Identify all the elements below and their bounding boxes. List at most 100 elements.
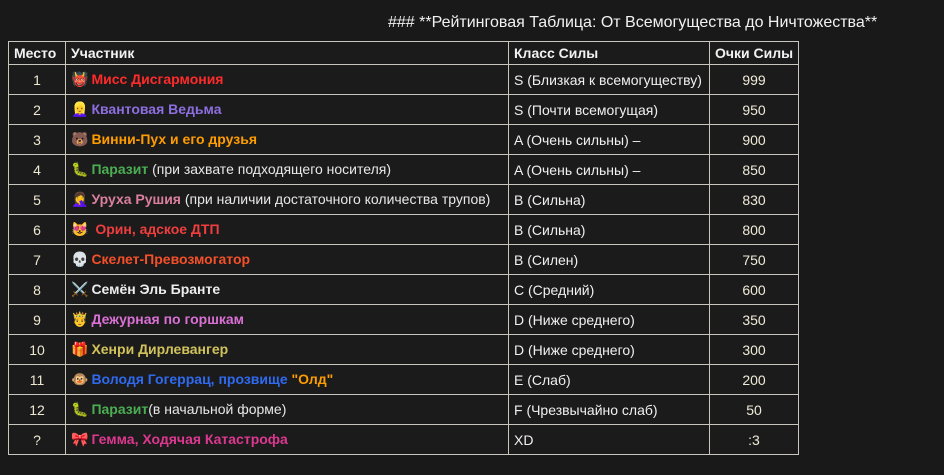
points-cell: :3 bbox=[709, 424, 799, 455]
table-row: 9 🤴 Дежурная по горшкам D (Ниже среднего)… bbox=[8, 304, 799, 335]
participant-name-segment: Паразит bbox=[91, 401, 149, 417]
class-cell: A (Очень сильны) – bbox=[508, 124, 710, 155]
header-place: Место bbox=[8, 41, 66, 65]
class-cell: D (Ниже среднего) bbox=[508, 334, 710, 365]
participant-name-segment: Дежурная по горшкам bbox=[91, 311, 245, 327]
gift-emoji: 🎁 bbox=[71, 341, 89, 357]
participant-cell: 🐛 Паразит(в начальной форме) bbox=[65, 394, 509, 425]
points-cell: 800 bbox=[709, 214, 799, 245]
table-row: 4 🐛 Паразит (при захвате подходящего носи… bbox=[8, 154, 799, 185]
class-cell: C (Средний) bbox=[508, 274, 710, 305]
points-cell: 50 bbox=[709, 394, 799, 425]
points-cell: 850 bbox=[709, 154, 799, 185]
table-row: 7 💀 Скелет-Превозмогатор B (Силен) 750 bbox=[8, 244, 799, 275]
bear-emoji: 🐻 bbox=[71, 131, 89, 147]
participant-name-segment: Паразит bbox=[91, 161, 149, 177]
points-cell: 830 bbox=[709, 184, 799, 215]
class-cell: S (Почти всемогущая) bbox=[508, 94, 710, 125]
class-cell: B (Сильна) bbox=[508, 214, 710, 245]
participant-cell: 👹 Мисс Дисгармония bbox=[65, 64, 509, 95]
participant-name-segment: Володя Гогеррац, прозвище bbox=[91, 371, 292, 387]
place-cell: 7 bbox=[8, 244, 66, 275]
page-title: ### **Рейтинговая Таблица: От Всемогущес… bbox=[388, 14, 878, 31]
class-cell: D (Ниже среднего) bbox=[508, 304, 710, 335]
participant-cell: 😻 Орин, адское ДТП bbox=[65, 214, 509, 245]
participant-cell: 🎁 Хенри Дирлевангер bbox=[65, 334, 509, 365]
place-cell: 4 bbox=[8, 154, 66, 185]
header-power-points: Очки Силы bbox=[709, 41, 799, 65]
woman-facepalming-emoji: 🤦‍♀️ bbox=[71, 191, 89, 207]
header-participant: Участник bbox=[65, 41, 509, 65]
table-row: 8 ⚔️ Семён Эль Бранте C (Средний) 600 bbox=[8, 274, 799, 305]
place-cell: 1 bbox=[8, 64, 66, 95]
participant-name-segment: Мисс Дисгармония bbox=[91, 71, 224, 87]
participant-name-segment: Гемма, Ходячая Катастрофа bbox=[91, 431, 288, 447]
participant-name-segment: "Олд" bbox=[291, 371, 334, 387]
caterpillar-emoji: 🐛 bbox=[71, 161, 89, 177]
participant-name-segment: (в начальной форме) bbox=[148, 401, 287, 417]
participant-name-segment: Винни-Пух и его друзья bbox=[91, 131, 257, 147]
participant-name-segment: (при захвате подходящего носителя) bbox=[148, 161, 391, 177]
points-cell: 600 bbox=[709, 274, 799, 305]
header-power-class: Класс Силы bbox=[508, 41, 710, 65]
participant-name-segment: Скелет-Превозмогатор bbox=[91, 251, 251, 267]
participant-cell: 💀 Скелет-Превозмогатор bbox=[65, 244, 509, 275]
table-header-row: Место Участник Класс Силы Очки Силы bbox=[8, 41, 799, 65]
table-row: 10 🎁 Хенри Дирлевангер D (Ниже среднего) … bbox=[8, 334, 799, 365]
blond-woman-emoji: 👱‍♀️ bbox=[71, 101, 89, 117]
place-cell: 11 bbox=[8, 364, 66, 395]
place-cell: 9 bbox=[8, 304, 66, 335]
ogre-emoji: 👹 bbox=[71, 71, 89, 87]
participant-name-segment: Уруха Рушия bbox=[91, 191, 181, 207]
participant-name-segment: Квантовая Ведьма bbox=[91, 101, 222, 117]
points-cell: 300 bbox=[709, 334, 799, 365]
class-cell: B (Сильна) bbox=[508, 184, 710, 215]
table-row: 12 🐛 Паразит(в начальной форме) F (Чрезвы… bbox=[8, 394, 799, 425]
points-cell: 999 bbox=[709, 64, 799, 95]
heart-eyes-cat-emoji: 😻 bbox=[71, 221, 89, 237]
participant-name-segment: Хенри Дирлевангер bbox=[91, 341, 229, 357]
crossed-swords-emoji: ⚔️ bbox=[71, 281, 89, 297]
place-cell: 5 bbox=[8, 184, 66, 215]
table-row: ? 🎀 Гемма, Ходячая Катастрофа XD :3 bbox=[8, 424, 799, 455]
class-cell: B (Силен) bbox=[508, 244, 710, 275]
participant-name-segment: Семён Эль Бранте bbox=[91, 281, 221, 297]
participant-cell: 🐛 Паразит (при захвате подходящего носите… bbox=[65, 154, 509, 185]
place-cell: ? bbox=[8, 424, 66, 455]
table-row: 2 👱‍♀️ Квантовая Ведьма S (Почти всемогущ… bbox=[8, 94, 799, 125]
place-cell: 10 bbox=[8, 334, 66, 365]
royal-crown-person-emoji: 🤴 bbox=[71, 311, 89, 327]
table-row: 3 🐻 Винни-Пух и его друзья A (Очень сильн… bbox=[8, 124, 799, 155]
place-cell: 3 bbox=[8, 124, 66, 155]
participant-name-segment: Орин, адское ДТП bbox=[91, 221, 220, 237]
points-cell: 950 bbox=[709, 94, 799, 125]
points-cell: 350 bbox=[709, 304, 799, 335]
caterpillar-emoji: 🐛 bbox=[71, 401, 89, 417]
class-cell: S (Близкая к всемогуществу) bbox=[508, 64, 710, 95]
place-cell: 8 bbox=[8, 274, 66, 305]
table-body: 1 👹 Мисс Дисгармония S (Близкая к всемогу… bbox=[8, 64, 799, 455]
points-cell: 200 bbox=[709, 364, 799, 395]
place-cell: 12 bbox=[8, 394, 66, 425]
table-row: 11 🐵 Володя Гогеррац, прозвище "Олд" E (С… bbox=[8, 364, 799, 395]
table-row: 5 🤦‍♀️ Уруха Рушия (при наличии достаточн… bbox=[8, 184, 799, 215]
participant-cell: 🐵 Володя Гогеррац, прозвище "Олд" bbox=[65, 364, 509, 395]
class-cell: A (Очень сильны) – bbox=[508, 154, 710, 185]
participant-cell: 🤴 Дежурная по горшкам bbox=[65, 304, 509, 335]
place-cell: 6 bbox=[8, 214, 66, 245]
points-cell: 900 bbox=[709, 124, 799, 155]
monkey-face-emoji: 🐵 bbox=[71, 371, 89, 387]
table-row: 1 👹 Мисс Дисгармония S (Близкая к всемогу… bbox=[8, 64, 799, 95]
class-cell: E (Слаб) bbox=[508, 364, 710, 395]
participant-name-segment: (при наличии достаточного количества тру… bbox=[180, 191, 491, 207]
participant-cell: 🐻 Винни-Пух и его друзья bbox=[65, 124, 509, 155]
participant-cell: ⚔️ Семён Эль Бранте bbox=[65, 274, 509, 305]
place-cell: 2 bbox=[8, 94, 66, 125]
participant-cell: 👱‍♀️ Квантовая Ведьма bbox=[65, 94, 509, 125]
table-row: 6 😻 Орин, адское ДТП B (Сильна) 800 bbox=[8, 214, 799, 245]
ribbon-bow-emoji: 🎀 bbox=[71, 431, 89, 447]
skull-emoji: 💀 bbox=[71, 251, 89, 267]
participant-cell: 🎀 Гемма, Ходячая Катастрофа bbox=[65, 424, 509, 455]
rating-table: Место Участник Класс Силы Очки Силы 1 👹 М… bbox=[8, 41, 799, 455]
